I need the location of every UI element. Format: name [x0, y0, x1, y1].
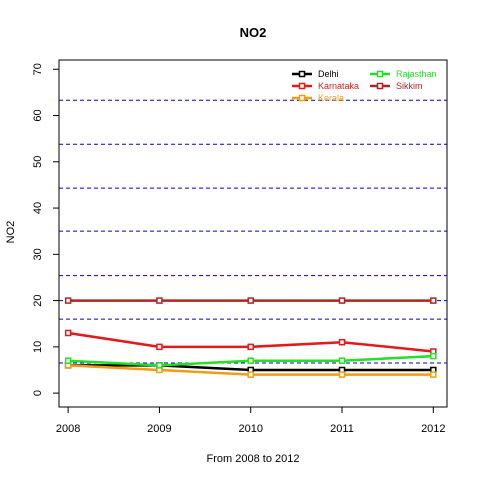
- x-tick-label-2012: 2012: [421, 423, 445, 435]
- chart-title: NO2: [240, 25, 267, 40]
- data-point-karnataka-2011: [338, 338, 346, 346]
- legend-label-karnataka: Karnataka: [318, 81, 359, 91]
- y-tick-label-0: 0: [32, 390, 44, 396]
- x-tick-label-2010: 2010: [238, 423, 262, 435]
- data-point-rajasthan-2008: [64, 357, 72, 364]
- legend-marker-sikkim: [376, 82, 384, 90]
- y-axis-label: NO2: [5, 221, 17, 244]
- legend-label-sikkim: Sikkim: [396, 81, 423, 91]
- data-point-karnataka-2008: [64, 329, 72, 337]
- data-point-sikkim-2008: [64, 297, 72, 304]
- data-point-rajasthan-2009: [156, 362, 163, 369]
- legend-marker-karnataka: [298, 82, 306, 90]
- legend-marker-delhi: [298, 70, 306, 78]
- data-point-kerala-2010: [247, 371, 254, 378]
- data-point-karnataka-2010: [247, 343, 254, 351]
- legend-label-kerala: Kerala: [318, 93, 344, 103]
- y-tick-label-50: 50: [32, 156, 44, 168]
- data-point-sikkim-2012: [430, 297, 437, 304]
- data-point-rajasthan-2011: [338, 357, 346, 364]
- x-tick-label-2008: 2008: [56, 423, 80, 435]
- y-tick-label-20: 20: [32, 294, 44, 306]
- data-point-rajasthan-2012: [430, 352, 437, 360]
- data-point-karnataka-2009: [156, 343, 163, 351]
- plot-frame: [58, 59, 448, 408]
- x-axis-label: From 2008 to 2012: [207, 453, 300, 465]
- legend-label-rajasthan: Rajasthan: [396, 69, 437, 79]
- legend-marker-rajasthan: [376, 70, 384, 78]
- data-point-sikkim-2009: [156, 297, 163, 304]
- y-tick-label-10: 10: [32, 341, 44, 353]
- y-tick-label-60: 60: [32, 109, 44, 121]
- data-point-sikkim-2010: [247, 297, 254, 304]
- x-tick-label-2011: 2011: [330, 423, 354, 435]
- data-point-sikkim-2011: [338, 297, 346, 304]
- y-tick-label-70: 70: [32, 63, 44, 75]
- y-tick-label-30: 30: [32, 248, 44, 260]
- x-tick-label-2009: 2009: [147, 423, 171, 435]
- plot-area: 2008 2009 2010 2011 2012 0 10 20 30 40 50 60 70 Delhi…: [32, 59, 448, 435]
- data-point-rajasthan-2010: [247, 357, 254, 364]
- y-tick-label-40: 40: [32, 202, 44, 214]
- data-point-kerala-2011: [338, 371, 346, 378]
- legend-marker-kerala: [298, 94, 306, 102]
- data-point-kerala-2012: [430, 371, 437, 378]
- legend-label-delhi: Delhi: [318, 69, 339, 79]
